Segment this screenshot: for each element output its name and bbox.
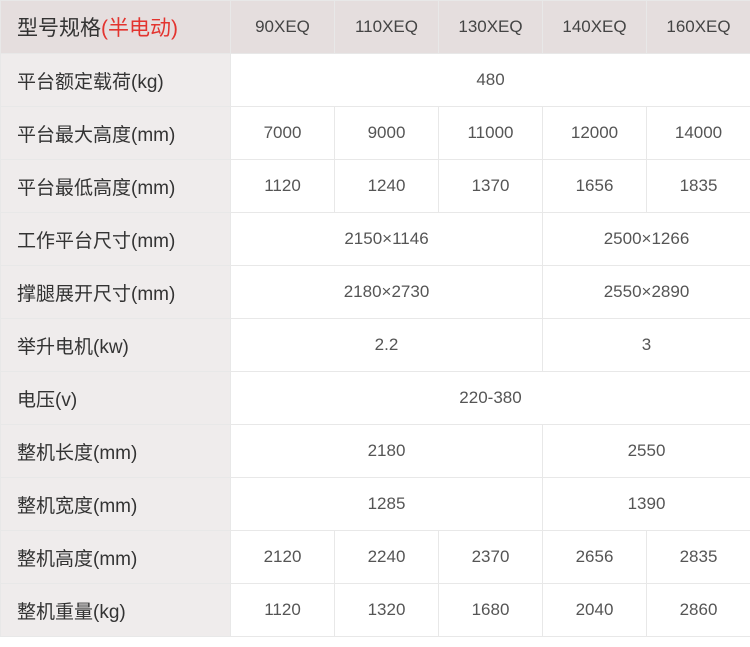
value-cell: 2240	[335, 531, 439, 584]
value-cell: 2040	[543, 584, 647, 637]
header-label-cell: 型号规格(半电动)	[1, 1, 231, 54]
value-cell: 7000	[231, 107, 335, 160]
value-cell: 2180	[231, 425, 543, 478]
row-label: 整机重量(kg)	[1, 584, 231, 637]
value-cell: 2860	[647, 584, 750, 637]
table-row: 平台最大高度(mm)70009000110001200014000	[1, 107, 750, 160]
value-cell: 1656	[543, 160, 647, 213]
value-cell: 2.2	[231, 319, 543, 372]
row-label: 整机长度(mm)	[1, 425, 231, 478]
row-label: 工作平台尺寸(mm)	[1, 213, 231, 266]
value-cell: 1240	[335, 160, 439, 213]
value-cell: 1370	[439, 160, 543, 213]
table-body: 平台额定载荷(kg)480平台最大高度(mm)70009000110001200…	[1, 54, 750, 637]
value-cell: 1835	[647, 160, 750, 213]
value-cell: 2550×2890	[543, 266, 750, 319]
table-row: 撑腿展开尺寸(mm)2180×27302550×2890	[1, 266, 750, 319]
model-header: 110XEQ	[335, 1, 439, 54]
header-row: 型号规格(半电动) 90XEQ 110XEQ 130XEQ 140XEQ 160…	[1, 1, 750, 54]
model-header: 130XEQ	[439, 1, 543, 54]
model-header: 90XEQ	[231, 1, 335, 54]
table-row: 整机长度(mm)21802550	[1, 425, 750, 478]
spec-table: 型号规格(半电动) 90XEQ 110XEQ 130XEQ 140XEQ 160…	[0, 0, 750, 637]
table-row: 平台最低高度(mm)11201240137016561835	[1, 160, 750, 213]
table-row: 工作平台尺寸(mm)2150×11462500×1266	[1, 213, 750, 266]
value-cell: 1120	[231, 584, 335, 637]
table-row: 整机宽度(mm)12851390	[1, 478, 750, 531]
value-cell: 2120	[231, 531, 335, 584]
row-label: 平台最大高度(mm)	[1, 107, 231, 160]
row-label: 平台最低高度(mm)	[1, 160, 231, 213]
row-label: 举升电机(kw)	[1, 319, 231, 372]
table-row: 举升电机(kw)2.23	[1, 319, 750, 372]
value-cell: 9000	[335, 107, 439, 160]
header-label-prefix: 型号规格	[17, 17, 101, 40]
value-cell: 1285	[231, 478, 543, 531]
model-header: 140XEQ	[543, 1, 647, 54]
value-cell: 220-380	[231, 372, 750, 425]
value-cell: 1120	[231, 160, 335, 213]
value-cell: 2656	[543, 531, 647, 584]
value-cell: 3	[543, 319, 750, 372]
value-cell: 2180×2730	[231, 266, 543, 319]
value-cell: 12000	[543, 107, 647, 160]
value-cell: 2150×1146	[231, 213, 543, 266]
table-row: 电压(v)220-380	[1, 372, 750, 425]
value-cell: 2370	[439, 531, 543, 584]
value-cell: 2835	[647, 531, 750, 584]
header-label-accent: (半电动)	[101, 17, 178, 40]
value-cell: 1680	[439, 584, 543, 637]
row-label: 整机高度(mm)	[1, 531, 231, 584]
table-header: 型号规格(半电动) 90XEQ 110XEQ 130XEQ 140XEQ 160…	[1, 1, 750, 54]
table-row: 整机高度(mm)21202240237026562835	[1, 531, 750, 584]
table-row: 平台额定载荷(kg)480	[1, 54, 750, 107]
value-cell: 14000	[647, 107, 750, 160]
row-label: 电压(v)	[1, 372, 231, 425]
value-cell: 1390	[543, 478, 750, 531]
model-header: 160XEQ	[647, 1, 750, 54]
table-row: 整机重量(kg)11201320168020402860	[1, 584, 750, 637]
value-cell: 480	[231, 54, 750, 107]
value-cell: 11000	[439, 107, 543, 160]
row-label: 平台额定载荷(kg)	[1, 54, 231, 107]
row-label: 撑腿展开尺寸(mm)	[1, 266, 231, 319]
value-cell: 2550	[543, 425, 750, 478]
value-cell: 2500×1266	[543, 213, 750, 266]
value-cell: 1320	[335, 584, 439, 637]
row-label: 整机宽度(mm)	[1, 478, 231, 531]
